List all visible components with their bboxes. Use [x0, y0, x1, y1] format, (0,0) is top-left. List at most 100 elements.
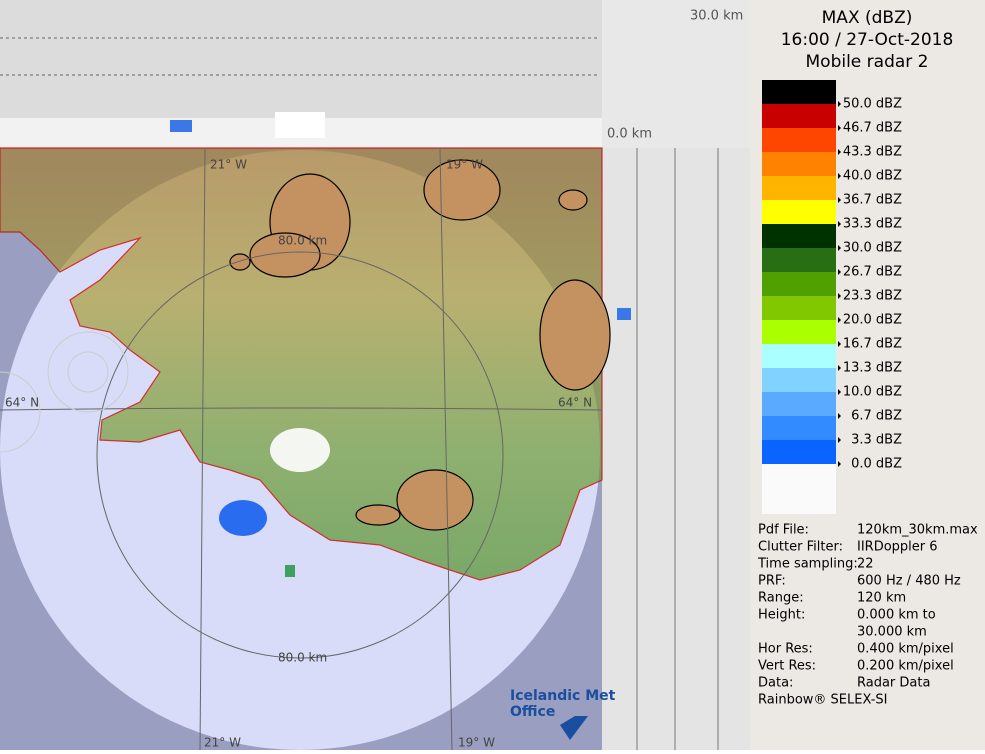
glacier	[229, 253, 251, 271]
legend-tick	[838, 461, 841, 467]
logo-mark	[560, 716, 588, 740]
info-value: 120 km	[857, 591, 906, 606]
legend-swatch	[762, 104, 836, 128]
info-label: Time sampling:	[757, 557, 858, 572]
legend-swatch	[762, 272, 836, 296]
glacier	[396, 469, 474, 531]
legend-tick	[838, 317, 841, 323]
legend-label: 46.7 dBZ	[843, 121, 902, 136]
legend-label: 23.3 dBZ	[843, 289, 902, 304]
parallel	[0, 407, 603, 411]
legend-label: 13.3 dBZ	[843, 361, 902, 376]
legend-label: 6.7 dBZ	[851, 409, 902, 424]
legend-swatch	[762, 344, 836, 368]
legend-swatch	[762, 200, 836, 224]
legend-tick	[838, 173, 841, 179]
legend-label: 50.0 dBZ	[843, 97, 902, 112]
info-value: 0.400 km/pixel	[857, 642, 954, 657]
legend-label: 3.3 dBZ	[851, 433, 902, 448]
legend-swatch	[762, 320, 836, 344]
legend-label: 33.3 dBZ	[843, 217, 902, 232]
info-label: Hor Res:	[758, 642, 813, 657]
info-value: 30.000 km	[857, 625, 927, 640]
legend-swatch	[762, 416, 836, 440]
info-value: 120km_30km.max	[857, 523, 978, 538]
info-label: Data:	[758, 676, 793, 691]
logo-text: Icelandic Met	[510, 688, 616, 704]
echo	[270, 428, 330, 472]
glacier	[355, 504, 401, 526]
ring	[47, 331, 129, 413]
legend-tick	[838, 437, 841, 443]
legend-tick	[838, 341, 841, 347]
legend-swatch	[762, 440, 836, 464]
meridian	[439, 147, 453, 750]
info-label: Clutter Filter:	[758, 540, 843, 555]
legend-tick	[838, 413, 841, 419]
legend-label: 16.7 dBZ	[843, 337, 902, 352]
map-label: 21° W	[210, 158, 247, 172]
radar-map: 30.0 km 0.0 km 21° W 19° W 80.0 km 64° N 64° N…	[0, 0, 750, 750]
info-label: Vert Res:	[758, 659, 816, 674]
legend-swatch	[762, 296, 836, 320]
legend-swatch	[762, 128, 836, 152]
meridian	[199, 147, 206, 750]
corner	[602, 0, 750, 148]
legend-tick	[838, 101, 841, 107]
glacier	[558, 189, 588, 211]
map-label: 64° N	[558, 396, 592, 410]
echo	[170, 120, 192, 132]
footer: Rainbow® SELEX-SI	[758, 693, 888, 708]
info-value: 0.200 km/pixel	[857, 659, 954, 674]
outer-shade	[0, 148, 602, 750]
header-line: MAX (dBZ)	[822, 8, 913, 28]
legend-label: 43.3 dBZ	[843, 145, 902, 160]
legend-label: 30.0 dBZ	[843, 241, 902, 256]
map-label: 80.0 km	[278, 234, 327, 248]
info-panel: MAX (dBZ) 16:00 / 27-Oct-2018 Mobile radar…	[750, 0, 985, 750]
legend-tick	[838, 221, 841, 227]
echo	[219, 500, 267, 536]
map-label: 80.0 km	[278, 651, 327, 665]
legend-swatch	[762, 248, 836, 272]
glacier	[249, 232, 321, 278]
map-label: 19° W	[458, 736, 495, 750]
height-label: 30.0 km	[690, 9, 743, 24]
info-value: IIRDoppler 6	[857, 540, 938, 555]
legend-swatch	[762, 152, 836, 176]
glacier	[423, 159, 501, 221]
legend-tick	[838, 245, 841, 251]
info-label: Range:	[758, 591, 804, 606]
map-label: 19° W	[446, 158, 483, 172]
range-ring	[96, 251, 504, 659]
logo-text: Office	[510, 704, 555, 720]
height-projection	[0, 0, 602, 118]
map-label: 64° N	[5, 396, 39, 410]
legend-label: 20.0 dBZ	[843, 313, 902, 328]
legend-label: 26.7 dBZ	[843, 265, 902, 280]
glacier	[539, 279, 611, 391]
legend-tick	[838, 197, 841, 203]
legend-tick	[838, 125, 841, 131]
legend-tick	[838, 269, 841, 275]
header-line: Mobile radar 2	[806, 52, 929, 72]
legend-tick	[838, 149, 841, 155]
info-value: 600 Hz / 480 Hz	[857, 574, 961, 589]
legend-swatch	[762, 368, 836, 392]
echo	[285, 565, 295, 577]
echo	[617, 308, 631, 320]
info-label: Height:	[758, 608, 805, 623]
info-value: 22	[857, 557, 874, 572]
ring	[0, 371, 41, 453]
land	[0, 147, 603, 581]
ring	[67, 351, 109, 393]
legend-swatch	[762, 392, 836, 416]
legend-label: 36.7 dBZ	[843, 193, 902, 208]
legend-swatch	[762, 176, 836, 200]
legend-tick	[838, 389, 841, 395]
echo	[275, 112, 325, 138]
legend-tick	[838, 293, 841, 299]
info-label: Pdf File:	[758, 523, 809, 538]
